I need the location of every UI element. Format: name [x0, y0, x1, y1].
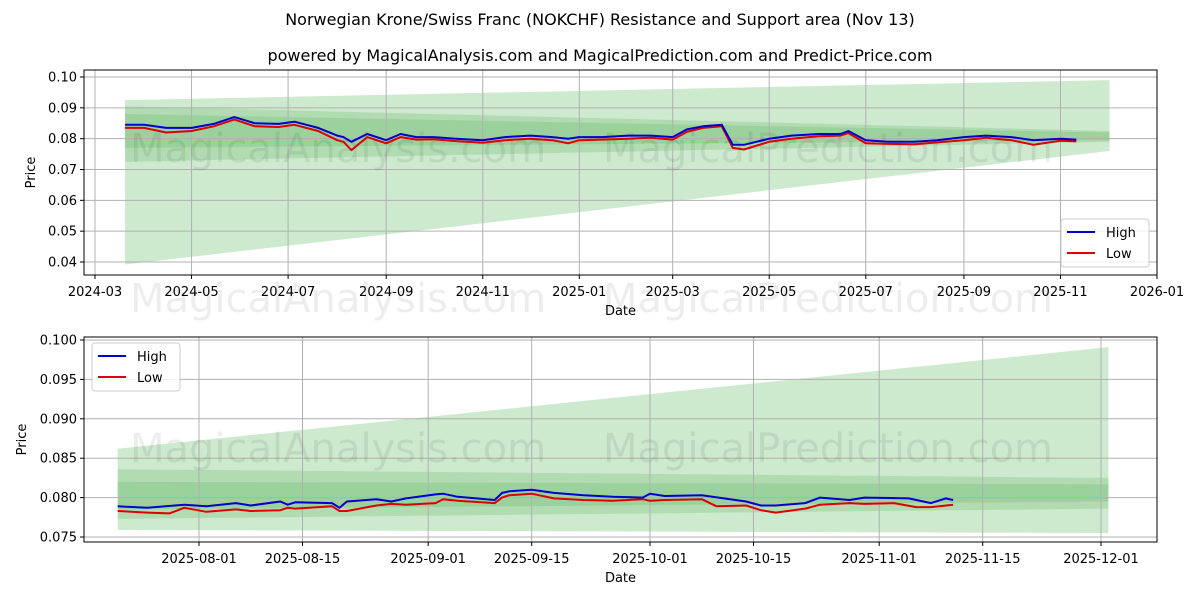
x-tick-label: 2025-08-15	[265, 552, 341, 567]
x-tick-label: 2024-11	[456, 285, 510, 300]
x-tick-label: 2025-12-01	[1063, 552, 1139, 567]
band-inner-band	[117, 481, 1109, 510]
x-tick-label: 2024-07	[261, 285, 315, 300]
y-tick-label: 0.06	[48, 194, 77, 209]
watermark-text: MagicalAnalysis.com	[130, 276, 546, 322]
watermark-text: MagicalPrediction.com	[603, 126, 1053, 172]
legend-label-low: Low	[137, 371, 163, 386]
x-axis-label: Date	[605, 304, 636, 319]
series-low-line	[125, 118, 1077, 152]
y-tick-label: 0.07	[48, 163, 77, 178]
axes-frame	[83, 336, 1158, 543]
x-tick-label: 2024-05	[164, 285, 218, 300]
y-tick-label: 0.085	[40, 452, 77, 467]
y-tick-label: 0.09	[48, 101, 77, 116]
y-tick-label: 0.075	[40, 531, 77, 546]
band-outer-support-resistance	[117, 347, 1109, 534]
support-resistance-bands	[117, 347, 1109, 534]
x-tick-label: 2025-11	[1033, 285, 1087, 300]
legend: High Low	[1060, 218, 1150, 268]
chart-subtitle: powered by MagicalAnalysis.com and Magic…	[267, 46, 933, 65]
chart-panel-1: MagicalAnalysis.com MagicalPrediction.com…	[24, 69, 1184, 322]
y-tick-label: 0.05	[48, 225, 77, 240]
y-tick-label: 0.04	[48, 256, 77, 271]
x-tick-label: 2025-10-15	[716, 552, 792, 567]
watermark-text: MagicalPrediction.com	[603, 426, 1053, 472]
legend-label-high: High	[1106, 226, 1136, 241]
x-tick-label: 2025-09	[937, 285, 991, 300]
watermark-text: MagicalAnalysis.com	[130, 126, 546, 172]
chart-panel-2: MagicalAnalysis.com MagicalPrediction.com…	[15, 334, 1158, 586]
x-tick-label: 2025-11-01	[841, 552, 917, 567]
band-mid-band	[125, 106, 1110, 162]
x-tick-label: 2024-09	[359, 285, 413, 300]
y-tick-label: 0.090	[40, 412, 77, 427]
legend-label-low: Low	[1106, 247, 1132, 262]
x-tick-label: 2025-10-01	[612, 552, 688, 567]
x-tick-label: 2025-07	[839, 285, 893, 300]
grid	[84, 70, 1158, 275]
y-tick-label: 0.080	[40, 491, 77, 506]
price-lines	[117, 488, 954, 515]
x-tick-label: 2026-01	[1130, 285, 1184, 300]
watermark-text: MagicalAnalysis.com	[130, 426, 546, 472]
x-tick-label: 2025-09-01	[390, 552, 466, 567]
y-tick-label: 0.10	[48, 71, 77, 86]
y-tick-label: 0.095	[40, 373, 77, 388]
y-axis-label: Price	[24, 157, 39, 189]
series-high-line	[125, 116, 1077, 146]
price-lines	[125, 116, 1077, 152]
x-tick-label: 2025-08-01	[161, 552, 237, 567]
x-tick-label: 2024-03	[68, 285, 122, 300]
y-tick-label: 0.100	[40, 334, 77, 349]
x-tick-label: 2025-11-15	[945, 552, 1021, 567]
x-axis-label: Date	[605, 571, 636, 586]
x-tick-label: 2025-09-15	[494, 552, 570, 567]
series-low-line	[117, 492, 954, 515]
legend: High Low	[91, 342, 181, 392]
y-tick-label: 0.08	[48, 132, 77, 147]
band-mid-band	[117, 469, 1109, 519]
x-tick-label: 2025-01	[552, 285, 606, 300]
axes-frame	[83, 69, 1158, 276]
chart-title: Norwegian Krone/Swiss Franc (NOKCHF) Res…	[285, 10, 915, 29]
x-tick-label: 2025-05	[742, 285, 796, 300]
x-tick-label: 2025-03	[646, 285, 700, 300]
band-outer-support-resistance	[125, 80, 1110, 265]
watermark-text: MagicalPrediction.com	[603, 276, 1053, 322]
y-axis-label: Price	[15, 424, 30, 456]
series-high-line	[117, 488, 954, 509]
legend-label-high: High	[137, 350, 167, 365]
